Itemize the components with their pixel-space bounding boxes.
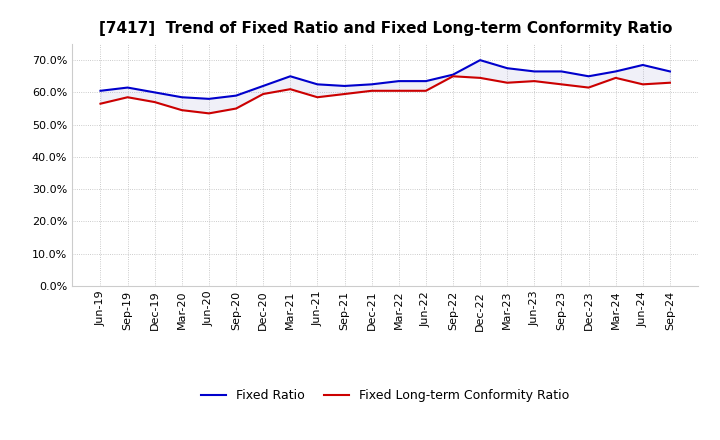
Fixed Long-term Conformity Ratio — [178, 107, 186, 113]
Fixed Ratio — [584, 73, 593, 79]
Fixed Ratio — [178, 95, 186, 100]
Fixed Long-term Conformity Ratio — [150, 99, 159, 105]
Fixed Long-term Conformity Ratio — [341, 92, 349, 97]
Fixed Ratio — [449, 72, 457, 77]
Fixed Long-term Conformity Ratio — [639, 82, 647, 87]
Fixed Ratio — [123, 85, 132, 90]
Fixed Long-term Conformity Ratio — [367, 88, 376, 93]
Fixed Long-term Conformity Ratio — [584, 85, 593, 90]
Fixed Long-term Conformity Ratio — [611, 75, 620, 81]
Fixed Ratio — [204, 96, 213, 102]
Fixed Long-term Conformity Ratio — [530, 78, 539, 84]
Fixed Long-term Conformity Ratio — [395, 88, 403, 93]
Fixed Long-term Conformity Ratio — [286, 87, 294, 92]
Fixed Ratio — [232, 93, 240, 98]
Fixed Ratio — [421, 78, 430, 84]
Legend: Fixed Ratio, Fixed Long-term Conformity Ratio: Fixed Ratio, Fixed Long-term Conformity … — [197, 384, 574, 407]
Fixed Long-term Conformity Ratio — [232, 106, 240, 111]
Fixed Long-term Conformity Ratio — [665, 80, 674, 85]
Fixed Ratio — [395, 78, 403, 84]
Title: [7417]  Trend of Fixed Ratio and Fixed Long-term Conformity Ratio: [7417] Trend of Fixed Ratio and Fixed Lo… — [99, 21, 672, 36]
Fixed Long-term Conformity Ratio — [259, 92, 268, 97]
Fixed Ratio — [259, 83, 268, 88]
Line: Fixed Ratio: Fixed Ratio — [101, 60, 670, 99]
Fixed Ratio — [96, 88, 105, 93]
Fixed Ratio — [286, 73, 294, 79]
Fixed Ratio — [503, 66, 511, 71]
Fixed Ratio — [665, 69, 674, 74]
Fixed Long-term Conformity Ratio — [476, 75, 485, 81]
Fixed Long-term Conformity Ratio — [123, 95, 132, 100]
Fixed Long-term Conformity Ratio — [204, 111, 213, 116]
Fixed Ratio — [341, 83, 349, 88]
Fixed Ratio — [639, 62, 647, 68]
Fixed Long-term Conformity Ratio — [96, 101, 105, 106]
Fixed Long-term Conformity Ratio — [557, 82, 566, 87]
Fixed Ratio — [367, 82, 376, 87]
Fixed Ratio — [611, 69, 620, 74]
Line: Fixed Long-term Conformity Ratio: Fixed Long-term Conformity Ratio — [101, 76, 670, 114]
Fixed Long-term Conformity Ratio — [313, 95, 322, 100]
Fixed Ratio — [530, 69, 539, 74]
Fixed Long-term Conformity Ratio — [421, 88, 430, 93]
Fixed Ratio — [150, 90, 159, 95]
Fixed Ratio — [476, 58, 485, 63]
Fixed Long-term Conformity Ratio — [449, 73, 457, 79]
Fixed Ratio — [557, 69, 566, 74]
Fixed Ratio — [313, 82, 322, 87]
Fixed Long-term Conformity Ratio — [503, 80, 511, 85]
